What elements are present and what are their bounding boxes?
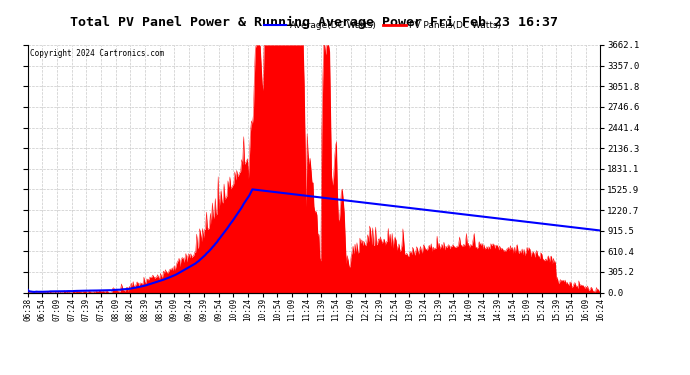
- Legend: Average(DC Watts), PV Panels(DC Watts): Average(DC Watts), PV Panels(DC Watts): [260, 17, 505, 33]
- Text: Copyright 2024 Cartronics.com: Copyright 2024 Cartronics.com: [30, 49, 165, 58]
- Title: Total PV Panel Power & Running Average Power Fri Feb 23 16:37: Total PV Panel Power & Running Average P…: [70, 15, 558, 28]
